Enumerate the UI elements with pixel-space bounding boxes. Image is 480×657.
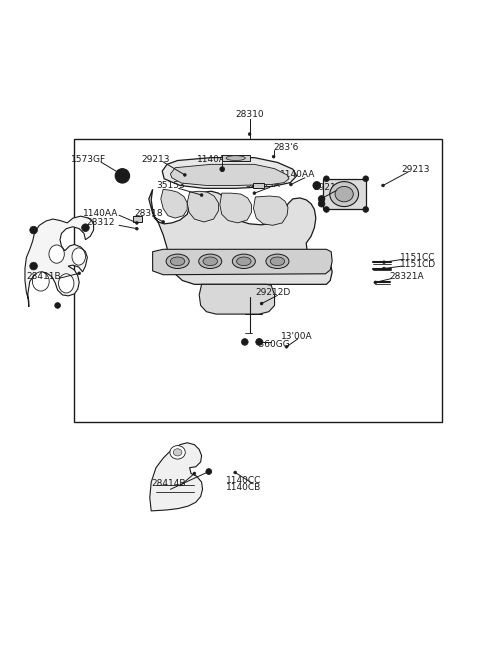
Ellipse shape xyxy=(33,272,49,291)
Polygon shape xyxy=(220,193,252,223)
Ellipse shape xyxy=(173,449,182,456)
Bar xyxy=(74,139,442,422)
Text: 28411B: 28411B xyxy=(26,272,60,281)
Circle shape xyxy=(119,173,126,179)
Text: 29212B: 29212B xyxy=(313,183,348,193)
Polygon shape xyxy=(323,179,366,210)
Text: 28310: 28310 xyxy=(235,110,264,120)
Ellipse shape xyxy=(170,445,185,459)
Circle shape xyxy=(253,192,256,194)
Circle shape xyxy=(289,183,292,186)
Polygon shape xyxy=(199,284,275,314)
Ellipse shape xyxy=(270,257,285,265)
Circle shape xyxy=(55,303,60,308)
Text: 1140CB: 1140CB xyxy=(226,484,262,492)
Circle shape xyxy=(313,181,321,189)
Circle shape xyxy=(256,338,263,346)
Circle shape xyxy=(206,468,212,474)
Circle shape xyxy=(248,133,251,135)
Circle shape xyxy=(272,155,275,158)
Ellipse shape xyxy=(59,274,74,293)
Ellipse shape xyxy=(226,156,245,160)
Circle shape xyxy=(183,173,186,176)
Ellipse shape xyxy=(232,254,255,269)
Circle shape xyxy=(324,206,329,212)
Text: 1140AA: 1140AA xyxy=(197,154,233,164)
Polygon shape xyxy=(222,155,250,162)
Text: 35153: 35153 xyxy=(156,181,185,190)
Circle shape xyxy=(321,196,324,199)
Circle shape xyxy=(122,174,125,177)
Polygon shape xyxy=(170,164,289,185)
Circle shape xyxy=(241,338,248,346)
Circle shape xyxy=(193,472,196,475)
Ellipse shape xyxy=(199,254,222,269)
Circle shape xyxy=(234,471,237,474)
Ellipse shape xyxy=(330,181,359,206)
Circle shape xyxy=(382,184,384,187)
Polygon shape xyxy=(162,158,297,189)
Circle shape xyxy=(220,167,225,171)
Text: 1151CC: 1151CC xyxy=(400,253,435,262)
Text: 283'6: 283'6 xyxy=(273,143,298,152)
Text: 1140AA: 1140AA xyxy=(83,209,119,218)
Circle shape xyxy=(318,200,325,207)
Circle shape xyxy=(115,169,130,183)
Polygon shape xyxy=(161,189,187,218)
Circle shape xyxy=(200,194,203,196)
Circle shape xyxy=(162,221,165,223)
Text: 1140CC: 1140CC xyxy=(226,476,262,485)
Bar xyxy=(133,216,142,222)
Text: 28414B: 28414B xyxy=(152,478,186,487)
Polygon shape xyxy=(25,216,94,307)
Circle shape xyxy=(363,206,369,212)
Text: 32795A: 32795A xyxy=(246,180,280,189)
Circle shape xyxy=(374,281,377,284)
Ellipse shape xyxy=(72,248,85,265)
Circle shape xyxy=(30,262,37,270)
Circle shape xyxy=(135,227,138,230)
Circle shape xyxy=(315,183,319,187)
Ellipse shape xyxy=(266,254,289,269)
Circle shape xyxy=(78,272,81,275)
Circle shape xyxy=(82,224,89,231)
Text: 29213: 29213 xyxy=(401,165,430,173)
Circle shape xyxy=(30,226,37,234)
Ellipse shape xyxy=(49,245,64,263)
Ellipse shape xyxy=(335,187,353,202)
Bar xyxy=(253,183,264,189)
Circle shape xyxy=(318,196,325,202)
Ellipse shape xyxy=(170,257,185,265)
Circle shape xyxy=(383,261,385,263)
Text: 29213: 29213 xyxy=(142,154,170,164)
Text: '360GG: '360GG xyxy=(256,340,289,350)
Ellipse shape xyxy=(166,254,189,269)
Text: 29212D: 29212D xyxy=(255,288,290,297)
Polygon shape xyxy=(253,196,288,225)
Circle shape xyxy=(363,176,369,181)
Circle shape xyxy=(383,267,385,270)
Circle shape xyxy=(221,169,224,171)
Polygon shape xyxy=(149,189,332,284)
Circle shape xyxy=(324,176,329,181)
Text: 1573GF: 1573GF xyxy=(71,154,107,164)
Polygon shape xyxy=(153,249,332,275)
Circle shape xyxy=(135,221,138,224)
Polygon shape xyxy=(150,443,203,511)
Text: 1151CD: 1151CD xyxy=(399,260,436,269)
Text: 1140AA: 1140AA xyxy=(280,170,315,179)
Ellipse shape xyxy=(203,257,217,265)
Text: 13'00A: 13'00A xyxy=(281,332,312,341)
Text: 28321A: 28321A xyxy=(390,272,424,281)
Circle shape xyxy=(260,302,263,305)
Circle shape xyxy=(285,346,288,348)
Text: 28318: 28318 xyxy=(134,209,163,218)
Ellipse shape xyxy=(237,257,251,265)
Polygon shape xyxy=(187,191,218,222)
Text: 28312: 28312 xyxy=(86,218,115,227)
